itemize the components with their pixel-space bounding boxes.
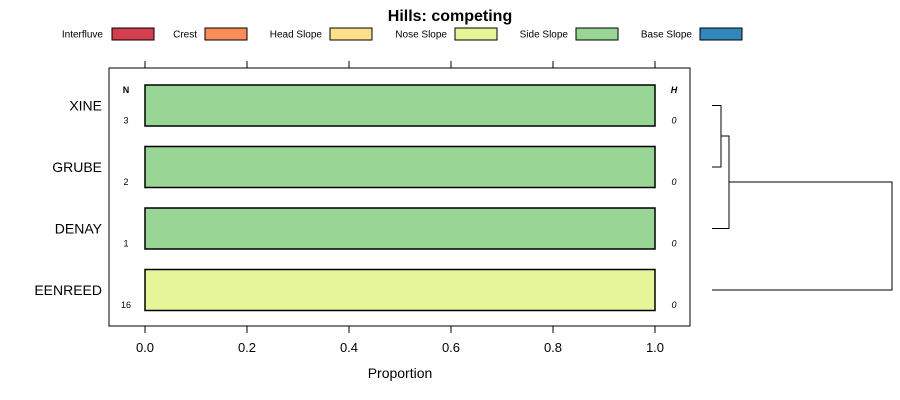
legend-label: Nose Slope	[395, 30, 447, 41]
plot-frame	[108, 67, 691, 327]
bar-segment	[144, 84, 656, 127]
legend-swatch	[204, 27, 248, 41]
dendrogram-link	[712, 181, 893, 291]
legend-swatch	[575, 27, 619, 41]
legend-swatch	[111, 27, 155, 41]
h-value-label: 0	[671, 116, 676, 126]
legend-swatch	[699, 27, 743, 41]
bars: XINE 3 0 GRUBE 2 0 DENAY 1 0 EENREED 16 0	[34, 84, 677, 312]
legend-label: Crest	[173, 30, 197, 41]
n-count-label: 3	[123, 116, 128, 126]
legend-label: Side Slope	[520, 30, 569, 41]
x-tick-label: 0.0	[136, 340, 154, 355]
legend-label: Interfluve	[62, 30, 104, 41]
chart-title: Hills: competing	[388, 8, 512, 25]
n-count-label: 1	[123, 239, 128, 249]
x-axis-label: Proportion	[368, 365, 433, 381]
category-label: GRUBE	[52, 159, 102, 175]
category-label: DENAY	[55, 221, 103, 237]
x-tick-label: 0.4	[340, 340, 358, 355]
n-count-label: 2	[123, 177, 128, 187]
x-axis: 0.0 0.2 0.4 0.6 0.8 1.0	[136, 61, 664, 355]
x-tick-label: 0.6	[442, 340, 460, 355]
bar-segment	[144, 207, 656, 250]
legend-label: Base Slope	[641, 30, 693, 41]
h-column-header: H	[671, 85, 678, 95]
h-value-label: 0	[671, 177, 676, 187]
category-label: XINE	[69, 98, 102, 114]
dendrogram	[712, 105, 893, 291]
x-tick-label: 1.0	[646, 340, 664, 355]
legend-swatch	[454, 27, 498, 41]
legend-swatch	[329, 27, 373, 41]
n-count-label: 16	[121, 300, 131, 310]
h-value-label: 0	[671, 300, 676, 310]
x-tick-label: 0.8	[544, 340, 562, 355]
legend-label: Head Slope	[270, 30, 323, 41]
n-column-header: N	[123, 85, 130, 95]
category-label: EENREED	[34, 282, 102, 298]
dendrogram-link	[712, 105, 722, 168]
bar-segment	[144, 145, 656, 189]
legend: Interfluve Crest Head Slope Nose Slope Side …	[62, 27, 743, 41]
bar-segment	[144, 268, 656, 312]
x-tick-label: 0.2	[238, 340, 256, 355]
h-value-label: 0	[671, 239, 676, 249]
